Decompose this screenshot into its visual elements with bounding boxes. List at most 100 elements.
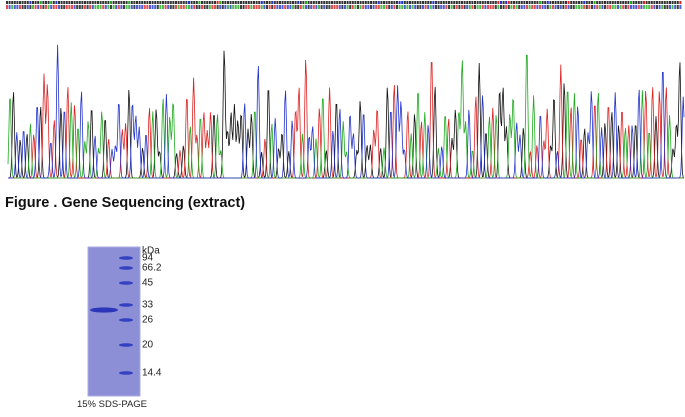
base-letter: [583, 5, 586, 9]
base-letter: [422, 5, 424, 9]
base-tick: [609, 1, 612, 4]
base-tick: [588, 1, 591, 4]
base-tick: [305, 1, 307, 4]
base-letter: [136, 5, 138, 9]
base-tick: [388, 1, 391, 4]
base-tick: [419, 1, 422, 4]
base-tick: [227, 1, 229, 4]
base-letter: [622, 5, 625, 9]
base-tick: [401, 1, 404, 4]
base-letter: [39, 5, 42, 9]
base-letter: [333, 5, 336, 9]
base-letter: [250, 5, 253, 9]
base-letter: [229, 5, 232, 9]
base-tick: [32, 1, 34, 4]
base-tick: [219, 1, 222, 4]
base-tick: [648, 1, 651, 4]
marker-label: 20: [142, 340, 154, 351]
base-letter: [55, 5, 58, 9]
base-letter: [531, 5, 534, 9]
base-letter: [219, 5, 222, 9]
base-letter: [71, 5, 73, 9]
base-letter: [507, 5, 510, 9]
base-tick: [266, 1, 268, 4]
base-tick: [380, 1, 383, 4]
base-tick: [523, 1, 526, 4]
base-letter: [679, 5, 682, 9]
base-letter: [505, 5, 508, 9]
base-letter: [193, 5, 196, 9]
base-letter: [89, 5, 92, 9]
base-letter: [448, 5, 450, 9]
base-letter: [354, 5, 357, 9]
base-letter: [513, 5, 515, 9]
base-tick: [674, 1, 677, 4]
base-tick: [289, 1, 292, 4]
base-letter: [216, 5, 219, 9]
base-tick: [37, 1, 40, 4]
base-tick: [510, 1, 513, 4]
base-tick: [364, 1, 367, 4]
base-tick: [497, 1, 500, 4]
base-letter: [637, 5, 640, 9]
base-letter: [526, 5, 528, 9]
base-tick: [229, 1, 232, 4]
base-letter: [141, 5, 144, 9]
base-tick: [16, 1, 19, 4]
base-tick: [73, 1, 76, 4]
base-letter: [312, 5, 315, 9]
marker-band: [119, 371, 133, 375]
base-tick: [13, 1, 16, 4]
base-tick: [133, 1, 136, 4]
base-letter: [466, 5, 469, 9]
base-letter: [45, 5, 47, 9]
base-letter: [128, 5, 131, 9]
base-tick: [336, 1, 339, 4]
base-tick: [310, 1, 313, 4]
base-letter: [169, 5, 172, 9]
base-tick: [63, 1, 66, 4]
base-letter: [263, 5, 266, 9]
base-letter: [320, 5, 323, 9]
base-letter: [258, 5, 261, 9]
base-letter: [546, 5, 549, 9]
base-tick: [120, 1, 123, 4]
base-letter: [656, 5, 658, 9]
base-letter: [78, 5, 81, 9]
base-letter: [567, 5, 570, 9]
base-letter: [201, 5, 203, 9]
base-letter: [424, 5, 427, 9]
base-tick: [650, 1, 653, 4]
marker-band: [119, 343, 133, 347]
base-tick: [271, 1, 274, 4]
base-letter: [81, 5, 84, 9]
base-letter: [669, 5, 671, 9]
base-letter: [427, 5, 430, 9]
base-tick: [624, 1, 627, 4]
base-letter: [227, 5, 229, 9]
base-tick: [479, 1, 482, 4]
base-tick: [416, 1, 419, 4]
figure-caption: Figure . Gene Sequencing (extract): [5, 195, 245, 211]
base-tick: [383, 1, 385, 4]
base-letter: [242, 5, 245, 9]
base-tick: [302, 1, 305, 4]
base-tick: [429, 1, 432, 4]
base-letter: [86, 5, 89, 9]
base-tick: [559, 1, 562, 4]
base-letter: [11, 5, 14, 9]
base-letter: [185, 5, 188, 9]
base-letter: [487, 5, 489, 9]
base-letter: [609, 5, 612, 9]
base-letter: [500, 5, 502, 9]
base-tick: [232, 1, 235, 4]
base-letter: [336, 5, 339, 9]
base-letter: [419, 5, 422, 9]
base-letter: [180, 5, 183, 9]
base-tick: [112, 1, 115, 4]
base-letter: [601, 5, 604, 9]
base-tick: [333, 1, 336, 4]
base-tick: [546, 1, 549, 4]
base-letter: [195, 5, 198, 9]
